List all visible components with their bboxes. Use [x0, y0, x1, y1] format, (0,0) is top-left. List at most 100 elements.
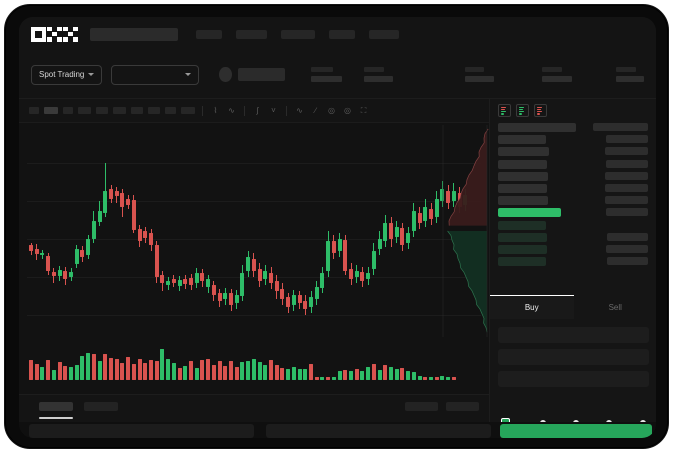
nav-item-4[interactable]	[329, 29, 355, 39]
order-book-row[interactable]	[498, 220, 648, 230]
nav-item-5[interactable]	[369, 29, 399, 39]
tab-action-1[interactable]	[405, 402, 438, 411]
order-book-row[interactable]	[498, 208, 648, 218]
tab-action-2[interactable]	[446, 402, 479, 411]
volume-bar	[354, 369, 359, 380]
timeframe-1[interactable]	[29, 107, 39, 114]
timeframe-5[interactable]	[96, 107, 108, 114]
line-chart-icon[interactable]: ∿	[228, 105, 235, 115]
timeframe-2[interactable]	[44, 107, 58, 114]
volume-bar	[51, 370, 56, 380]
timeframe-9[interactable]	[165, 107, 176, 114]
order-book-row[interactable]	[498, 183, 648, 193]
order-book-row[interactable]	[498, 147, 648, 157]
order-book-row[interactable]	[498, 123, 648, 132]
global-search-input[interactable]	[90, 27, 178, 41]
volume-bar	[166, 359, 171, 380]
order-amount-field[interactable]	[498, 349, 649, 365]
timeframe-6[interactable]	[113, 107, 126, 114]
camera-icon[interactable]: ◎	[328, 105, 335, 115]
timeframe-8[interactable]	[148, 107, 160, 114]
order-total-field[interactable]	[498, 371, 649, 387]
order-book-price	[498, 135, 546, 145]
volume-bar	[183, 366, 188, 380]
spot-trading-dropdown[interactable]: Spot Trading	[31, 64, 103, 85]
trading-pair-select[interactable]	[111, 64, 200, 85]
timeframe-7[interactable]	[131, 107, 143, 114]
timeframe-3[interactable]	[63, 107, 73, 114]
volume-bar	[269, 360, 273, 380]
volume-bar	[434, 377, 439, 380]
volume-bar	[389, 367, 393, 380]
tab-open-orders[interactable]	[39, 402, 73, 411]
volume-bar	[120, 363, 125, 380]
nav-item-1[interactable]	[196, 29, 222, 39]
volume-bar	[320, 377, 325, 380]
primary-cta-button[interactable]	[500, 424, 652, 438]
orderbook-mode-asks[interactable]	[534, 104, 547, 117]
volume-bar	[97, 361, 102, 380]
indicator-icon[interactable]: ∫	[256, 105, 259, 115]
volume-bar	[149, 360, 153, 380]
volume-bar	[251, 359, 256, 380]
volume-bar	[34, 364, 39, 380]
volume-bar	[274, 365, 279, 380]
fullscreen-icon[interactable]: ⛶	[360, 105, 367, 115]
order-book-row[interactable]	[498, 196, 648, 206]
order-book-row[interactable]	[498, 171, 648, 181]
volume-bar	[314, 377, 319, 380]
volume-bar	[309, 364, 313, 380]
chevron-down-icon	[185, 73, 192, 76]
tab-sell[interactable]: Sell	[573, 295, 656, 319]
timeframe-10[interactable]	[181, 107, 195, 114]
volume-bar	[189, 361, 193, 380]
timeframe-4[interactable]	[78, 107, 91, 114]
nav-item-2[interactable]	[236, 29, 267, 39]
orderbook-mode-bids[interactable]	[516, 104, 529, 117]
order-book-row[interactable]	[498, 159, 648, 169]
wave-icon[interactable]: ∿	[296, 105, 303, 115]
market-stat-4	[542, 67, 572, 82]
candlestick-icon[interactable]: ⌇	[213, 105, 218, 115]
footer-panel-mid[interactable]	[266, 424, 491, 438]
settings-icon[interactable]: ◎	[344, 105, 351, 115]
order-book-price	[498, 244, 547, 254]
tablet-device-frame: Spot Trading	[4, 4, 669, 449]
order-book-row[interactable]	[498, 257, 648, 267]
volume-series	[27, 346, 481, 380]
okx-logo-icon[interactable]	[31, 26, 78, 42]
tab-order-history[interactable]	[84, 402, 118, 411]
volume-bar	[297, 369, 302, 380]
volume-bar	[143, 363, 148, 380]
toolbar-divider	[286, 105, 287, 116]
orderbook-mode-both[interactable]	[498, 104, 511, 117]
order-book-row[interactable]	[498, 135, 648, 145]
order-book-amount	[593, 123, 648, 131]
volume-bar	[349, 371, 353, 380]
footer-panel-left[interactable]	[29, 424, 254, 438]
order-book-rows	[490, 121, 656, 267]
order-book-row[interactable]	[498, 244, 648, 254]
volume-bar	[406, 371, 411, 380]
spot-trading-label: Spot Trading	[39, 70, 85, 79]
volume-bar	[371, 364, 376, 380]
order-price-field[interactable]	[498, 327, 649, 343]
chevron-down-icon[interactable]: ˅	[271, 105, 276, 115]
order-book-price	[498, 232, 547, 242]
order-book-price	[498, 159, 547, 169]
market-stat-3	[465, 67, 494, 82]
volume-bar	[326, 377, 331, 380]
volume-bar	[57, 362, 62, 380]
gridline-3	[27, 239, 481, 240]
tab-buy[interactable]: Buy	[490, 295, 574, 319]
volume-bar	[40, 367, 45, 380]
volume-chart	[19, 338, 489, 394]
order-book-row[interactable]	[498, 232, 648, 242]
volume-bar	[206, 359, 211, 380]
volume-bar	[360, 371, 365, 380]
nav-item-3[interactable]	[281, 29, 315, 39]
volume-bar	[46, 360, 51, 380]
gridline-4	[27, 277, 481, 278]
price-chart[interactable]	[19, 123, 489, 338]
ruler-icon[interactable]: ∕	[314, 105, 317, 115]
